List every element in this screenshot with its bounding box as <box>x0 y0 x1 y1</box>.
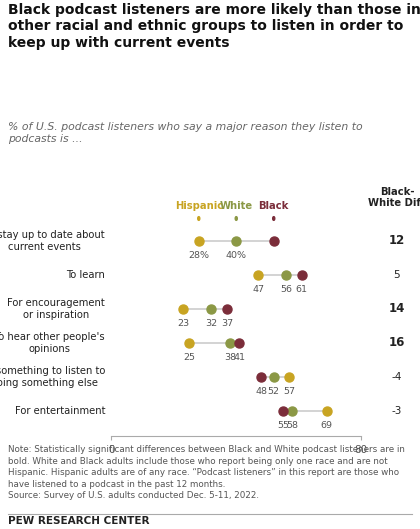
Text: For encouragement
or inspiration: For encouragement or inspiration <box>7 298 105 320</box>
Text: 14: 14 <box>389 302 405 315</box>
Text: 58: 58 <box>286 421 299 430</box>
Text: 16: 16 <box>389 336 405 349</box>
Text: Black: Black <box>259 201 289 211</box>
Text: 28%: 28% <box>188 251 209 260</box>
Text: 56: 56 <box>280 285 292 294</box>
Text: % of U.S. podcast listeners who say a major reason they listen to
podcasts is ..: % of U.S. podcast listeners who say a ma… <box>8 122 363 144</box>
Text: White: White <box>220 201 253 211</box>
Text: -3: -3 <box>392 406 402 416</box>
Text: 47: 47 <box>252 285 264 294</box>
Text: For entertainment: For entertainment <box>15 406 105 416</box>
Text: Note: Statistically significant differences between Black and White podcast list: Note: Statistically significant differen… <box>8 445 405 500</box>
Text: PEW RESEARCH CENTER: PEW RESEARCH CENTER <box>8 516 150 526</box>
Text: 52: 52 <box>268 387 280 396</box>
Text: To stay up to date about
current events: To stay up to date about current events <box>0 230 105 251</box>
Text: 32: 32 <box>205 319 217 328</box>
Text: 61: 61 <box>296 285 308 294</box>
Text: 40%: 40% <box>226 251 247 260</box>
Text: 38: 38 <box>224 353 236 362</box>
Text: Black-
White Diff: Black- White Diff <box>368 187 420 208</box>
Text: 48: 48 <box>255 387 267 396</box>
Text: 5: 5 <box>394 270 400 280</box>
Text: -4: -4 <box>392 372 402 382</box>
Text: To learn: To learn <box>66 270 105 280</box>
Text: 55: 55 <box>277 421 289 430</box>
Text: Black podcast listeners are more likely than those in
other racial and ethnic gr: Black podcast listeners are more likely … <box>8 3 420 50</box>
Text: 41: 41 <box>234 353 245 362</box>
Text: 57: 57 <box>284 387 295 396</box>
Text: Hispanic: Hispanic <box>175 201 223 211</box>
Text: 25: 25 <box>184 353 195 362</box>
Text: 23: 23 <box>177 319 189 328</box>
Text: To hear other people's
opinions: To hear other people's opinions <box>0 332 105 353</box>
Text: 12: 12 <box>389 234 405 247</box>
Text: 37: 37 <box>221 319 233 328</box>
Text: 69: 69 <box>321 421 333 430</box>
Text: To have something to listen to
while doing something else: To have something to listen to while doi… <box>0 366 105 388</box>
